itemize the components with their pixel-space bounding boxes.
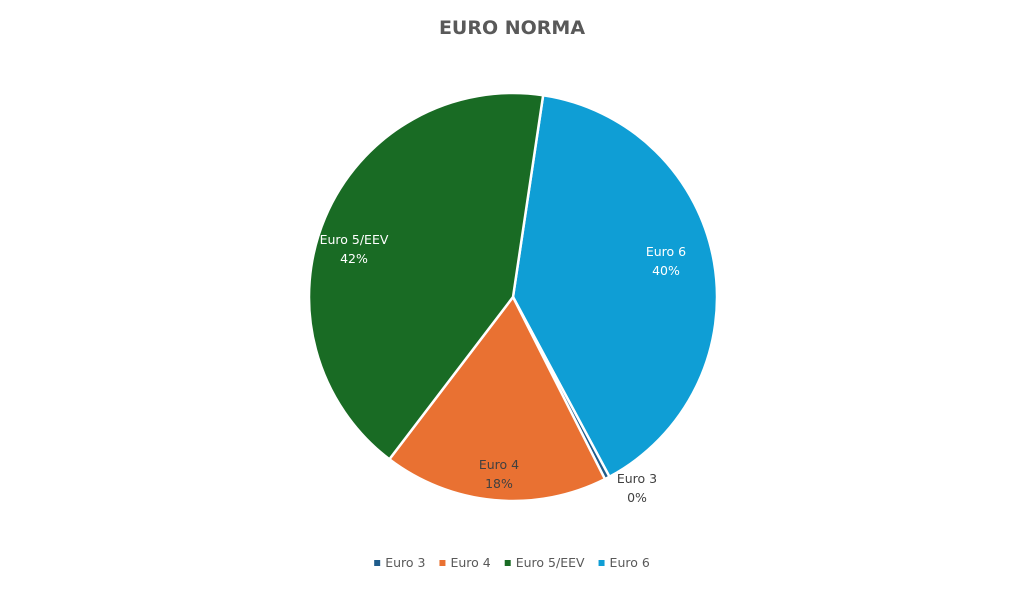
chart-title: EURO NORMA [439, 17, 585, 39]
data-label-percent-euro-6: 40% [652, 263, 680, 278]
legend-label-euro-4: Euro 4 [450, 555, 490, 570]
data-labels: Euro 6 40% Euro 3 0% Euro 4 18% Euro 5/EEV 42% [320, 232, 687, 505]
data-label-percent-euro-3: 0% [627, 490, 647, 505]
pie-slice-euro-5-eev [307, 91, 545, 461]
legend-swatch-euro-4 [439, 560, 446, 566]
data-label-category-euro-5-eev: Euro 5/EEV [320, 232, 389, 247]
pie-slice-euro-6 [511, 93, 719, 479]
data-label-category-euro-4: Euro 4 [479, 457, 519, 472]
data-label-percent-euro-5-eev: 42% [340, 251, 368, 266]
legend-label-euro-5-eev: Euro 5/EEV [516, 555, 585, 570]
pie-slices [307, 91, 719, 503]
data-label-category-euro-3: Euro 3 [617, 471, 657, 486]
legend-swatch-euro-3 [374, 560, 381, 566]
data-label-category-euro-6: Euro 6 [646, 244, 686, 259]
pie-slice-euro-4 [388, 295, 607, 503]
legend-swatch-euro-6 [598, 560, 605, 566]
legend-label-euro-6: Euro 6 [610, 555, 650, 570]
legend: Euro 3 Euro 4 Euro 5/EEV Euro 6 [374, 555, 650, 570]
legend-label-euro-3: Euro 3 [385, 555, 425, 570]
legend-swatch-euro-5-eev [504, 560, 511, 566]
data-label-percent-euro-4: 18% [485, 476, 513, 491]
